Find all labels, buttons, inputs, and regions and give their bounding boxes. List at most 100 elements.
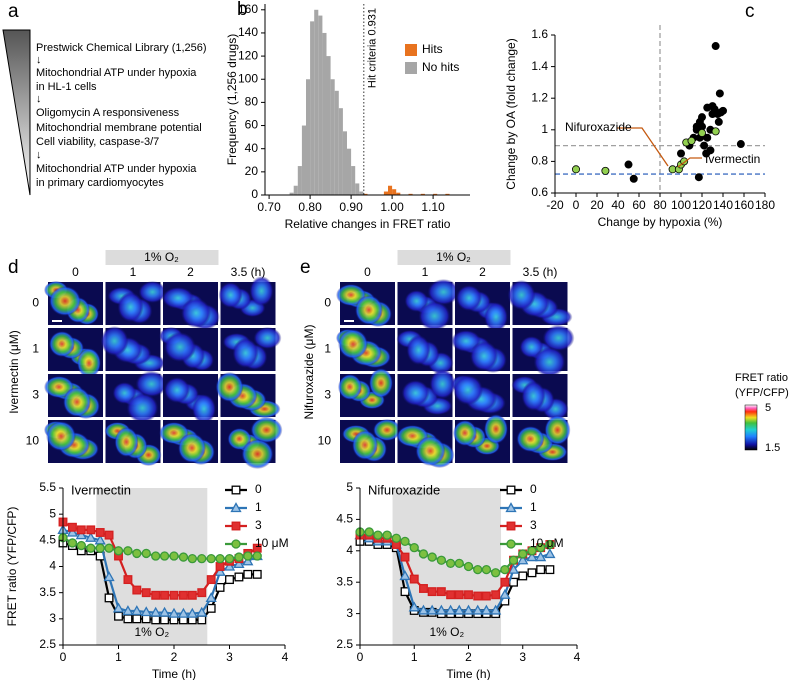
x-tick-label: 1.00 <box>380 200 404 214</box>
y-tick-label: 100 <box>238 71 258 85</box>
flow-step: Mitochondrial membrane potential <box>36 122 202 134</box>
y-tick-label: 3.5 <box>39 585 56 599</box>
scatter-point <box>694 173 703 182</box>
marker <box>508 555 519 565</box>
histogram-bar <box>396 192 401 195</box>
marker <box>158 606 171 617</box>
cell-blob <box>49 331 75 357</box>
cell-blob <box>427 279 460 305</box>
flow-step: in HL-1 cells <box>36 81 97 93</box>
marker <box>535 551 547 562</box>
marker <box>454 590 464 600</box>
legend-label: 1 <box>530 500 537 514</box>
chart-title: Nifuroxazide <box>368 482 440 497</box>
marker <box>150 606 162 617</box>
flow-step: ↓ <box>36 93 42 105</box>
marker <box>178 590 188 600</box>
panel-label: c <box>745 1 755 22</box>
colorbar-title: FRET ratio <box>735 372 788 384</box>
marker <box>215 582 225 592</box>
y-tick-label: 80 <box>245 95 259 109</box>
marker <box>473 564 483 575</box>
histogram-bar <box>310 21 315 196</box>
marker <box>95 543 105 553</box>
cell-blob <box>249 276 274 306</box>
marker <box>86 525 96 535</box>
marker <box>500 577 510 587</box>
marker <box>140 606 152 617</box>
cell-blob <box>352 430 378 460</box>
marker <box>103 571 115 582</box>
marker <box>223 560 236 571</box>
series-line <box>359 534 551 612</box>
cell-blob <box>355 295 383 325</box>
marker <box>518 571 528 581</box>
cell-blob <box>114 427 139 457</box>
panel-label: b <box>237 0 248 20</box>
marker <box>536 543 546 553</box>
y-axis-label: Change by OA (fold change) <box>504 38 518 189</box>
marker <box>187 590 197 600</box>
scatter-point <box>687 136 696 145</box>
marker <box>444 604 457 615</box>
x-tick-label: 2 <box>171 650 178 664</box>
marker <box>122 605 134 616</box>
chart-title: Ivermectin <box>71 482 131 497</box>
cell-blob <box>338 329 368 359</box>
x-tick-label: 3 <box>226 650 233 664</box>
column-label: 1 <box>422 265 429 279</box>
marker <box>490 568 501 578</box>
marker <box>417 604 430 615</box>
histogram-bar <box>301 125 306 195</box>
hypoxia-band <box>397 250 511 265</box>
row-label: 0 <box>32 296 39 310</box>
colorbar-max: 5 <box>765 402 771 414</box>
marker <box>364 527 374 537</box>
marker <box>408 601 420 612</box>
marker <box>536 565 546 575</box>
x-tick-label: 80 <box>653 198 667 212</box>
marker <box>480 604 493 615</box>
marker <box>169 590 179 600</box>
marker <box>427 587 437 597</box>
flow-step: Mitochondrial ATP under hypoxia <box>36 67 197 79</box>
flow-step: in primary cardiomyocytes <box>36 177 164 189</box>
histogram-bar <box>342 131 347 195</box>
x-axis-label: Time (h) <box>446 667 490 680</box>
histogram-bar <box>408 193 413 195</box>
marker <box>527 568 537 578</box>
x-tick-label: -20 <box>546 198 564 212</box>
legend-swatch <box>405 62 417 74</box>
cell-blob <box>49 286 81 316</box>
marker <box>114 611 123 621</box>
y-tick-label: 40 <box>245 141 259 155</box>
scatter-point <box>706 146 715 155</box>
marker <box>160 590 170 600</box>
marker <box>500 564 510 575</box>
marker <box>123 575 133 585</box>
histogram-bar <box>359 191 364 195</box>
x-axis-label: Change by hypoxia (%) <box>598 215 723 229</box>
marker <box>76 525 86 535</box>
scatter-point <box>711 42 720 51</box>
marker <box>205 592 217 603</box>
cell-blob <box>507 280 536 310</box>
marker <box>436 587 446 597</box>
legend-label: No hits <box>422 60 459 74</box>
cell-blob <box>544 415 571 445</box>
x-tick-label: 0 <box>357 650 364 664</box>
marker <box>463 561 474 572</box>
y-tick-label: 1.6 <box>531 27 548 41</box>
y-tick-label: 160 <box>238 2 258 16</box>
marker <box>252 569 262 579</box>
cell-blob <box>77 348 101 378</box>
legend-label: 3 <box>530 518 537 532</box>
cell-blob <box>406 335 431 365</box>
scatter-point <box>719 106 728 115</box>
marker <box>462 604 475 615</box>
cell-blob <box>369 368 393 398</box>
marker <box>160 615 170 625</box>
marker <box>243 569 253 579</box>
cell-blob <box>484 302 508 332</box>
marker <box>132 548 142 559</box>
